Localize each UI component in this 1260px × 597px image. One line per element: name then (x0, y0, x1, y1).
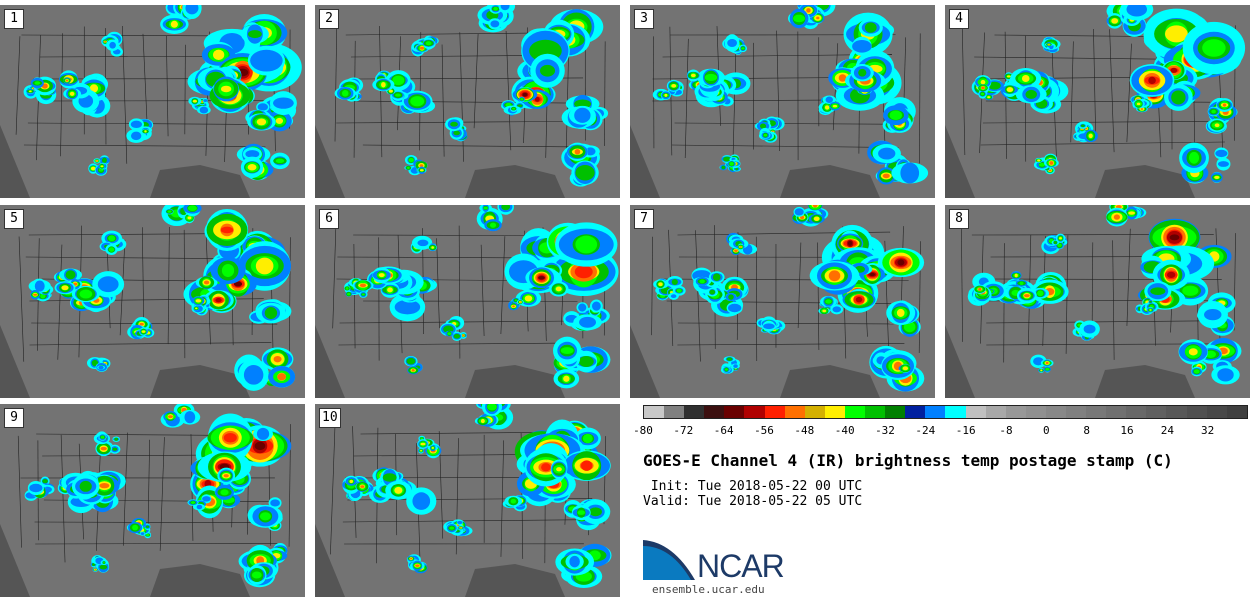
panel-label: 10 (319, 408, 341, 428)
site-url: ensemble.ucar.edu (652, 583, 765, 596)
member-panel-8: 8 (945, 205, 1250, 398)
colorbar-bin (664, 406, 685, 418)
colorbar-bin (985, 406, 1006, 418)
panel-label: 3 (634, 9, 654, 29)
ir-map (0, 5, 305, 198)
colorbar-tick-label: -48 (794, 424, 815, 437)
colorbar-tick-label: 8 (1083, 424, 1090, 437)
member-panel-2: 2 (315, 5, 620, 198)
colorbar-tick-label: -24 (915, 424, 936, 437)
colorbar-bin (844, 406, 866, 418)
colorbar-bin (925, 406, 946, 418)
ir-map (315, 404, 620, 597)
member-panel-9: 9 (0, 404, 305, 597)
colorbar-bin (1146, 406, 1167, 418)
colorbar-bin (1045, 406, 1066, 418)
colorbar-ticks: -80 -72 -64 -56 -48 -40 -32 -24 -16 -8 0 8 16 24 32 (633, 424, 1248, 440)
colorbar-bin (1086, 406, 1107, 418)
panel-label: 1 (4, 9, 24, 29)
ir-map (0, 404, 305, 597)
member-panel-7: 7 (630, 205, 935, 398)
ncar-logo-icon (643, 540, 695, 580)
ir-map (945, 5, 1250, 198)
panel-label: 7 (634, 209, 654, 229)
figure-title: GOES-E Channel 4 (IR) brightness temp po… (643, 451, 1173, 470)
colorbar-tick-label: -16 (955, 424, 976, 437)
colorbar-tick-label: -72 (673, 424, 694, 437)
member-panel-3: 3 (630, 5, 935, 198)
colorbar-tick-label: -64 (713, 424, 734, 437)
colorbar-bin (684, 406, 705, 418)
init-time: Init: Tue 2018-05-22 00 UTC (643, 479, 863, 494)
colorbar-bin (724, 406, 745, 418)
colorbar-tick-label: 0 (1043, 424, 1050, 437)
colorbar-tick-label: -32 (875, 424, 895, 437)
colorbar-bin (704, 406, 725, 418)
colorbar-bin (1005, 406, 1026, 418)
colorbar-tick-label: -40 (834, 424, 855, 437)
ir-map (945, 205, 1250, 398)
ir-map (315, 5, 620, 198)
member-panel-6: 6 (315, 205, 620, 398)
panel-label: 4 (949, 9, 969, 29)
ir-map (630, 205, 935, 398)
ncar-logo-text: NCAR (697, 548, 785, 584)
ir-map (0, 205, 305, 398)
colorbar-bin (865, 406, 886, 418)
ir-map (630, 5, 935, 198)
colorbar-tick-label: 16 (1120, 424, 1134, 437)
colorbar-bin (965, 406, 986, 418)
colorbar-tick-label: 32 (1201, 424, 1215, 437)
colorbar-bin (1226, 406, 1247, 418)
colorbar (643, 405, 1248, 419)
colorbar-bin (804, 406, 825, 418)
colorbar-bin (644, 406, 665, 418)
colorbar-bin (784, 406, 805, 418)
valid-time: Valid: Tue 2018-05-22 05 UTC (643, 494, 863, 509)
colorbar-bin (1186, 406, 1207, 418)
colorbar-tick-label: -80 (633, 424, 653, 437)
colorbar-bin (1025, 406, 1046, 418)
member-panel-10: 10 (315, 404, 620, 597)
colorbar-bin (764, 406, 785, 418)
colorbar-bin (824, 406, 845, 418)
colorbar-tick-label: 24 (1160, 424, 1174, 437)
colorbar-bin (885, 406, 906, 418)
colorbar-bin (1166, 406, 1187, 418)
panel-label: 5 (4, 209, 24, 229)
ir-map (315, 205, 620, 398)
colorbar-bin (1206, 406, 1227, 418)
colorbar-bin (905, 406, 926, 418)
panel-label: 2 (319, 9, 339, 29)
panel-label: 6 (319, 209, 339, 229)
member-panel-5: 5 (0, 205, 305, 398)
colorbar-tick-label: -56 (754, 424, 774, 437)
panel-label: 9 (4, 408, 24, 428)
colorbar-bin (1126, 406, 1147, 418)
colorbar-bin (1065, 406, 1087, 418)
member-panel-1: 1 (0, 5, 305, 198)
colorbar-bin (744, 406, 765, 418)
member-panel-4: 4 (945, 5, 1250, 198)
panel-label: 8 (949, 209, 969, 229)
colorbar-bin (1106, 406, 1127, 418)
colorbar-tick-label: -8 (999, 424, 1013, 437)
colorbar-bin (945, 406, 966, 418)
